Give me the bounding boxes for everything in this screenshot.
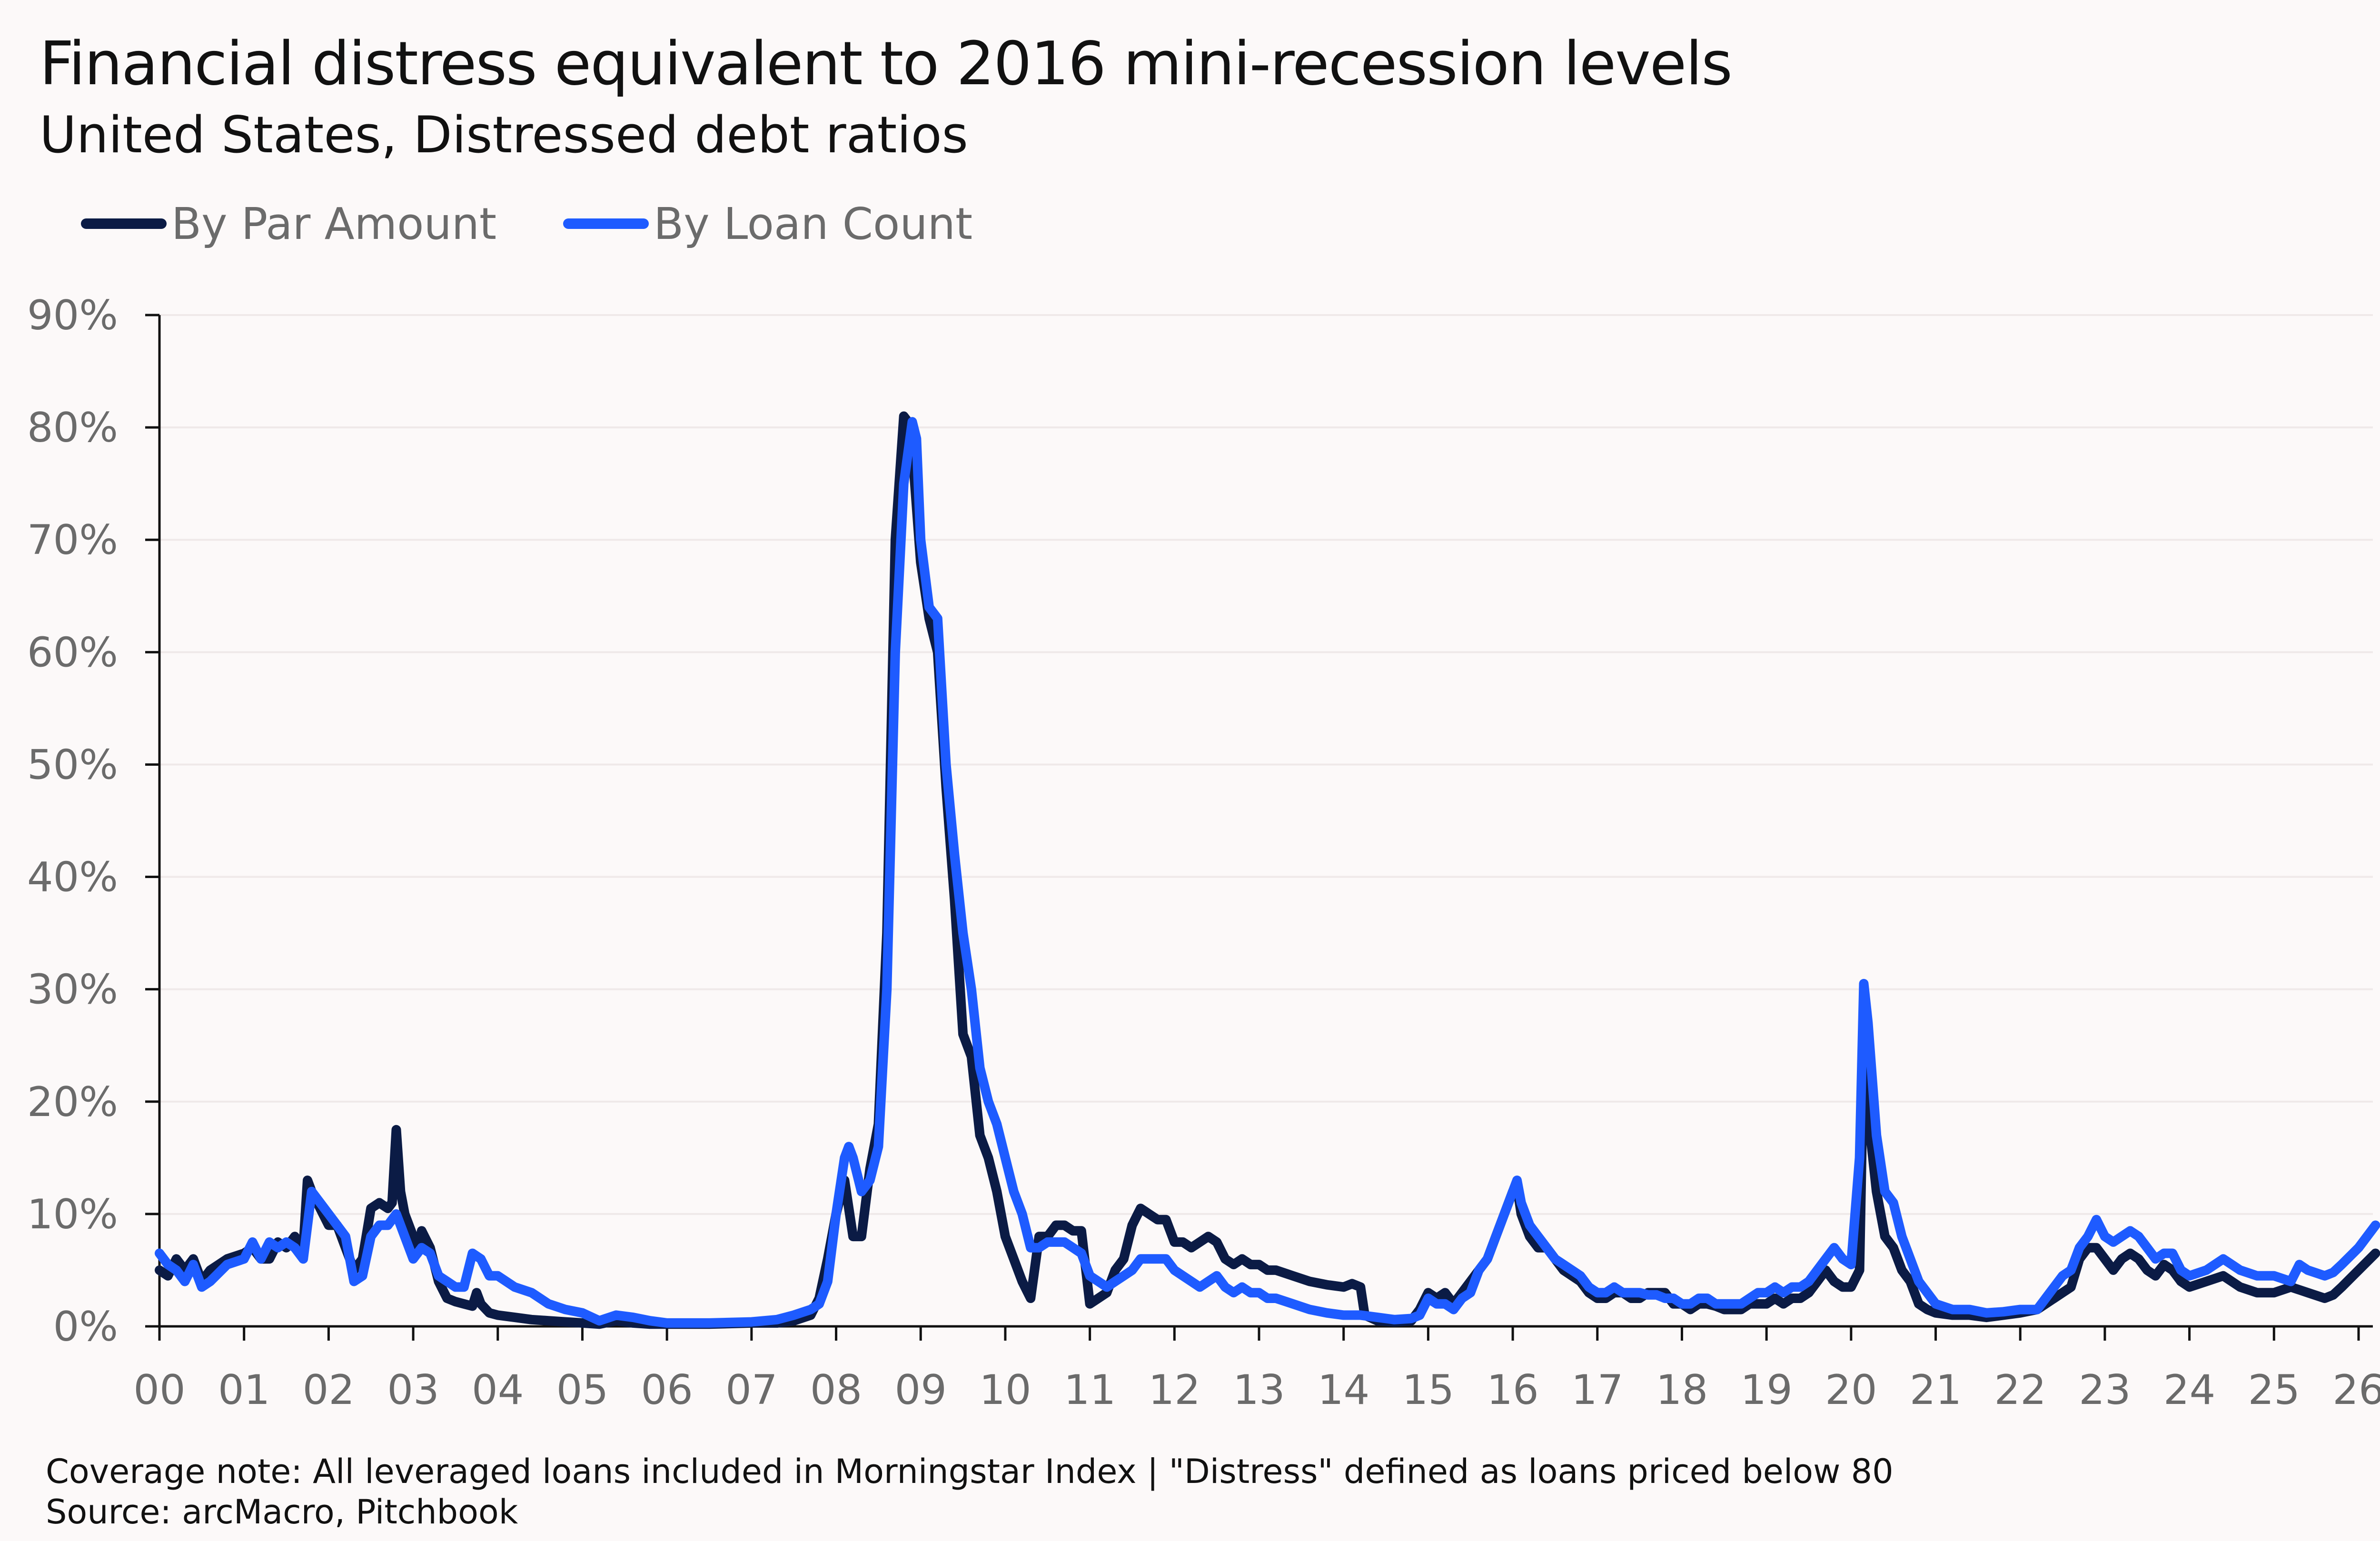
x-tick-label: 05: [556, 1366, 608, 1414]
legend-item-loan-count: By Loan Count: [563, 198, 972, 249]
x-tick-label: 26: [2332, 1366, 2380, 1414]
series-line-loan-count: [155, 417, 2380, 1328]
x-tick-label: 02: [303, 1366, 355, 1414]
x-tick-label: 03: [387, 1366, 439, 1414]
x-tick-label: 14: [1318, 1366, 1369, 1414]
legend-label-loan-count: By Loan Count: [654, 198, 973, 249]
coverage-note: Coverage note: All leveraged loans inclu…: [46, 1452, 1894, 1491]
y-tick-label: 50%: [27, 741, 118, 789]
x-tick-label: 07: [725, 1366, 777, 1414]
x-tick-label: 09: [895, 1366, 947, 1414]
x-tick-label: 00: [133, 1366, 185, 1414]
x-tick-label: 24: [2163, 1366, 2215, 1414]
x-tick-label: 17: [1571, 1366, 1623, 1414]
legend-item-par-amount: By Par Amount: [81, 198, 496, 249]
x-tick-label: 10: [979, 1366, 1031, 1414]
source-note: Source: arcMacro, Pitchbook: [46, 1492, 518, 1531]
y-tick-label: 60%: [27, 629, 118, 676]
series-line-par-amount: [155, 411, 2380, 1329]
x-tick-label: 04: [472, 1366, 524, 1414]
footer: Coverage note: All leveraged loans inclu…: [46, 1452, 1894, 1532]
chart-title: Financial distress equivalent to 2016 mi…: [40, 29, 1733, 99]
y-tick-label: 20%: [27, 1078, 118, 1126]
y-tick-label: 0%: [53, 1303, 118, 1351]
x-tick-label: 08: [810, 1366, 862, 1414]
legend-swatch-par-amount: [81, 218, 167, 229]
y-tick-label: 70%: [27, 516, 118, 564]
x-tick-label: 16: [1487, 1366, 1538, 1414]
y-tick-label: 40%: [27, 854, 118, 901]
x-tick-label: 06: [641, 1366, 693, 1414]
x-tick-label: 23: [2079, 1366, 2131, 1414]
y-tick-label: 90%: [27, 292, 118, 339]
x-tick-label: 01: [218, 1366, 270, 1414]
x-tick-label: 21: [1910, 1366, 1962, 1414]
y-tick-label: 80%: [27, 404, 118, 452]
x-tick-label: 12: [1149, 1366, 1200, 1414]
x-tick-label: 22: [1994, 1366, 2046, 1414]
x-tick-label: 11: [1064, 1366, 1116, 1414]
x-tick-label: 19: [1740, 1366, 1792, 1414]
x-tick-label: 15: [1402, 1366, 1454, 1414]
x-tick-label: 18: [1656, 1366, 1708, 1414]
x-tick-label: 20: [1825, 1366, 1877, 1414]
legend-label-par-amount: By Par Amount: [171, 198, 497, 249]
chart-subtitle: United States, Distressed debt ratios: [40, 106, 968, 164]
legend: By Par Amount By Loan Count: [81, 195, 1039, 252]
y-tick-label: 10%: [27, 1191, 118, 1238]
y-tick-label: 30%: [27, 966, 118, 1014]
x-tick-label: 13: [1233, 1366, 1285, 1414]
x-tick-label: 25: [2248, 1366, 2300, 1414]
legend-swatch-loan-count: [563, 218, 649, 229]
